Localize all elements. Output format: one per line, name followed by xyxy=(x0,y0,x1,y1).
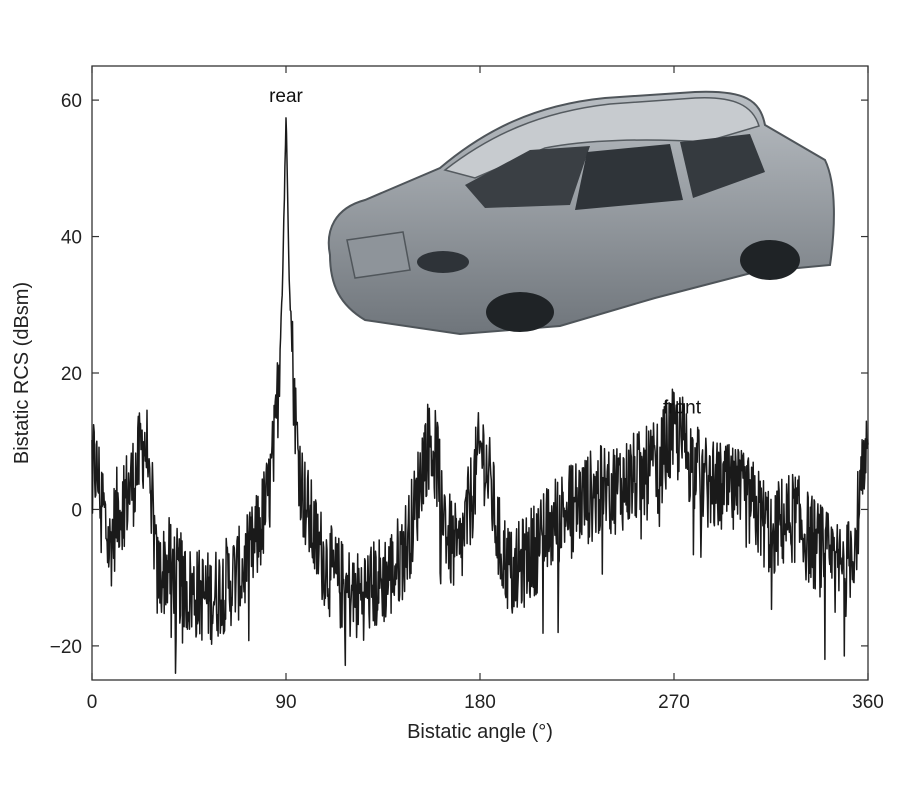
y-tick-label: 0 xyxy=(71,500,82,521)
car-headlight xyxy=(417,251,469,273)
rcs-series-line xyxy=(91,117,869,674)
car-window-side xyxy=(575,144,683,210)
annotation-rear: rear xyxy=(269,86,303,107)
y-axis-label: Bistatic RCS (dBsm) xyxy=(11,282,33,464)
x-tick-label: 180 xyxy=(464,692,496,713)
y-tick-label: −20 xyxy=(50,637,82,658)
x-tick-label: 0 xyxy=(87,692,98,713)
y-tick-label: 40 xyxy=(61,228,82,249)
y-tick-label: 60 xyxy=(61,91,82,112)
car-window-front xyxy=(465,146,590,208)
car-window-rear xyxy=(680,134,765,198)
x-tick-label: 360 xyxy=(852,692,884,713)
x-tick-label: 270 xyxy=(658,692,690,713)
axis-ticks: 0 90 180 270 360 −20 0 20 40 60 xyxy=(50,66,884,713)
car-roof xyxy=(443,97,760,179)
car-illustration xyxy=(327,90,835,336)
car-wheel-front xyxy=(486,292,554,332)
y-tick-label: 20 xyxy=(61,364,82,385)
car-grille xyxy=(346,231,411,279)
car-wheel-rear xyxy=(740,240,800,280)
annotation-front: front xyxy=(663,398,702,419)
x-tick-label: 90 xyxy=(275,692,296,713)
x-axis-label: Bistatic angle (°) xyxy=(407,721,553,743)
